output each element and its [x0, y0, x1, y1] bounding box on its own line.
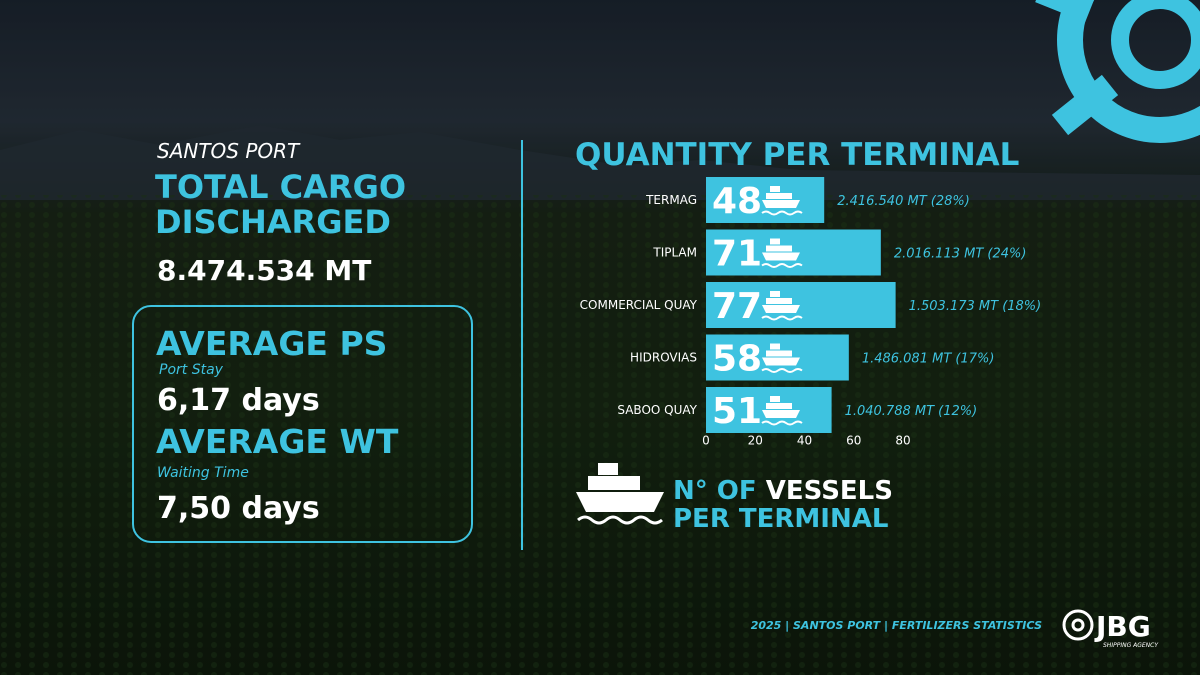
ship-part — [761, 368, 803, 373]
stat-value: 6,17 days — [157, 383, 320, 418]
logo-sub: SHIPPING AGENCY — [1103, 642, 1159, 649]
quantity-label: 2.016.113 MT (24%) — [894, 247, 1027, 262]
ship-icon — [761, 291, 803, 321]
x-tick-label: 80 — [895, 434, 910, 448]
ship-icon — [761, 343, 803, 373]
ship-part — [762, 305, 800, 313]
ship-part — [770, 186, 780, 192]
ship-part — [770, 396, 780, 402]
x-tick-label: 20 — [748, 434, 763, 448]
footer-text: 2025 | SANTOS PORT | FERTILIZERS STATIST… — [751, 619, 1042, 632]
stat-title: AVERAGE PS — [156, 324, 387, 363]
total: 8.474.534 MT — [157, 254, 371, 287]
big-ship-icon — [576, 463, 664, 525]
ship-part — [761, 263, 803, 268]
quantity-label: 1.503.173 MT (18%) — [909, 299, 1042, 314]
y-tick-label: TERMAG — [645, 193, 697, 207]
logo: JBG — [1094, 610, 1151, 643]
legend-title: N° OF VESSELS — [673, 476, 893, 506]
ship-part — [766, 298, 792, 304]
legend-title: PER TERMINAL — [673, 504, 888, 534]
wheel-decoration — [1035, 0, 1200, 143]
ship-icon — [761, 238, 803, 268]
location: SANTOS PORT — [157, 139, 301, 163]
title: TOTAL CARGO — [155, 168, 406, 206]
title: DISCHARGED — [155, 203, 391, 241]
x-tick-label: 60 — [846, 434, 861, 448]
stat-title: AVERAGE WT — [156, 422, 399, 461]
stat-subtitle: Port Stay — [159, 362, 224, 378]
ship-part — [770, 343, 780, 350]
value-label: 77 — [712, 286, 762, 327]
value-label: 48 — [712, 181, 762, 222]
ship-part — [766, 350, 792, 357]
ship-icon — [761, 186, 803, 216]
legend-part: VESSELS — [766, 476, 893, 506]
ship-part — [762, 357, 800, 366]
ship-part — [761, 420, 803, 426]
y-tick-label: TIPLAM — [652, 246, 697, 260]
quantity-label: 1.040.788 MT (12%) — [845, 404, 978, 419]
y-tick-label: HIDROVIAS — [630, 351, 697, 365]
legend-part: N° OF — [673, 476, 757, 506]
x-tick-label: 40 — [797, 434, 812, 448]
quantity-label: 1.486.081 MT (17%) — [862, 352, 995, 367]
stat-subtitle: Waiting Time — [157, 465, 249, 481]
y-tick-label: COMMERCIAL QUAY — [580, 298, 698, 312]
field — [0, 195, 1200, 675]
ship-part — [762, 200, 800, 208]
value-label: 58 — [712, 339, 762, 380]
y-tick-label: SABOO QUAY — [617, 403, 697, 417]
ship-icon — [761, 396, 803, 426]
ship-part — [766, 193, 792, 199]
bar — [706, 282, 896, 328]
ship-part — [761, 210, 803, 216]
stat-value: 7,50 days — [157, 491, 320, 526]
mountains — [0, 125, 1200, 200]
logo-icon — [1062, 609, 1094, 641]
ship-part — [762, 410, 800, 418]
quantity-label: 2.416.540 MT (28%) — [837, 194, 970, 209]
ship-part — [761, 315, 803, 321]
ship-part — [770, 238, 780, 245]
ship-part — [762, 252, 800, 261]
stats-box — [132, 305, 473, 543]
ship-part — [770, 291, 780, 297]
value-label: 51 — [712, 391, 762, 432]
x-tick-label: 0 — [702, 434, 710, 448]
ship-part — [766, 245, 792, 252]
value-label: 71 — [712, 234, 762, 275]
chart-title: QUANTITY PER TERMINAL — [575, 137, 1019, 173]
ship-part — [766, 403, 792, 409]
